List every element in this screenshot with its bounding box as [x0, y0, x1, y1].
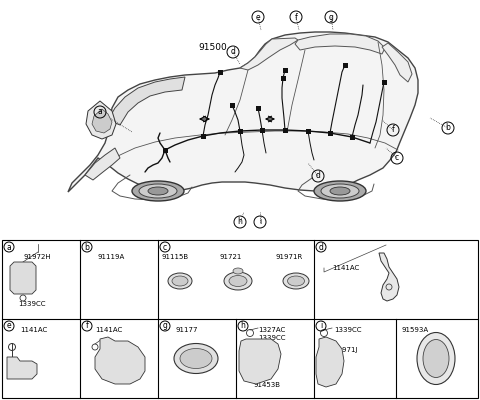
- Bar: [229, 102, 235, 108]
- Text: 91177: 91177: [176, 327, 199, 333]
- Bar: [201, 134, 205, 138]
- Text: g: g: [329, 12, 334, 22]
- Polygon shape: [379, 253, 399, 301]
- Bar: [238, 128, 242, 134]
- Ellipse shape: [423, 340, 449, 378]
- Bar: [349, 134, 355, 140]
- Text: e: e: [256, 12, 260, 22]
- Text: d: d: [230, 48, 235, 56]
- Bar: [280, 76, 286, 80]
- Bar: [217, 70, 223, 74]
- Ellipse shape: [174, 344, 218, 374]
- Ellipse shape: [229, 276, 247, 286]
- Polygon shape: [382, 43, 412, 82]
- Text: h: h: [240, 322, 245, 330]
- Polygon shape: [316, 337, 344, 387]
- Polygon shape: [240, 38, 298, 70]
- Text: i: i: [320, 322, 322, 330]
- Text: h: h: [238, 218, 242, 226]
- Ellipse shape: [132, 181, 184, 201]
- Text: 91115B: 91115B: [162, 254, 189, 260]
- Bar: [283, 68, 288, 72]
- Polygon shape: [108, 77, 185, 125]
- Bar: [163, 148, 168, 152]
- Text: 1141AC: 1141AC: [95, 327, 122, 333]
- Polygon shape: [239, 339, 281, 384]
- Ellipse shape: [224, 272, 252, 290]
- Text: 91119A: 91119A: [98, 254, 125, 260]
- Ellipse shape: [283, 273, 309, 289]
- Text: 1141AC: 1141AC: [20, 327, 47, 333]
- Text: i: i: [259, 218, 261, 226]
- Text: 1141AC: 1141AC: [332, 265, 359, 271]
- Bar: [382, 80, 386, 84]
- Polygon shape: [86, 101, 116, 139]
- Ellipse shape: [180, 348, 212, 368]
- Bar: [327, 130, 333, 136]
- Bar: [2, 240, 478, 398]
- Text: d: d: [319, 242, 324, 252]
- Ellipse shape: [148, 187, 168, 195]
- Text: f: f: [85, 322, 88, 330]
- Text: 91971J: 91971J: [334, 347, 359, 353]
- Ellipse shape: [233, 268, 243, 274]
- Text: a: a: [97, 108, 102, 116]
- Polygon shape: [68, 32, 418, 192]
- Text: d: d: [315, 172, 321, 180]
- Ellipse shape: [321, 184, 359, 198]
- Text: f: f: [392, 126, 395, 134]
- Text: c: c: [163, 242, 167, 252]
- Bar: [305, 128, 311, 134]
- Ellipse shape: [330, 187, 350, 195]
- Polygon shape: [295, 34, 385, 54]
- Bar: [283, 128, 288, 132]
- Text: 91971R: 91971R: [276, 254, 303, 260]
- Polygon shape: [10, 262, 36, 294]
- Ellipse shape: [417, 332, 455, 384]
- Text: 1339CC: 1339CC: [258, 335, 286, 341]
- Text: b: b: [84, 242, 89, 252]
- Text: e: e: [7, 322, 12, 330]
- Text: 1339CC: 1339CC: [18, 301, 46, 307]
- Text: 91721: 91721: [220, 254, 242, 260]
- Polygon shape: [7, 357, 37, 379]
- Bar: [260, 128, 264, 132]
- Text: 91593A: 91593A: [401, 327, 428, 333]
- Bar: [343, 62, 348, 68]
- Text: f: f: [295, 12, 298, 22]
- Text: a: a: [7, 242, 12, 252]
- Text: 91500: 91500: [198, 42, 227, 52]
- Text: 91453B: 91453B: [254, 382, 281, 388]
- Ellipse shape: [168, 273, 192, 289]
- Text: 91972H: 91972H: [24, 254, 52, 260]
- Text: c: c: [395, 154, 399, 162]
- Text: 1339CC: 1339CC: [334, 327, 361, 333]
- Text: g: g: [163, 322, 168, 330]
- Ellipse shape: [139, 184, 177, 198]
- Polygon shape: [85, 148, 120, 180]
- Polygon shape: [95, 337, 145, 384]
- Text: 1327AC: 1327AC: [258, 327, 285, 333]
- Ellipse shape: [288, 276, 304, 286]
- Polygon shape: [92, 109, 112, 133]
- Text: b: b: [445, 124, 450, 132]
- Ellipse shape: [172, 276, 188, 286]
- Ellipse shape: [314, 181, 366, 201]
- Bar: [255, 106, 261, 110]
